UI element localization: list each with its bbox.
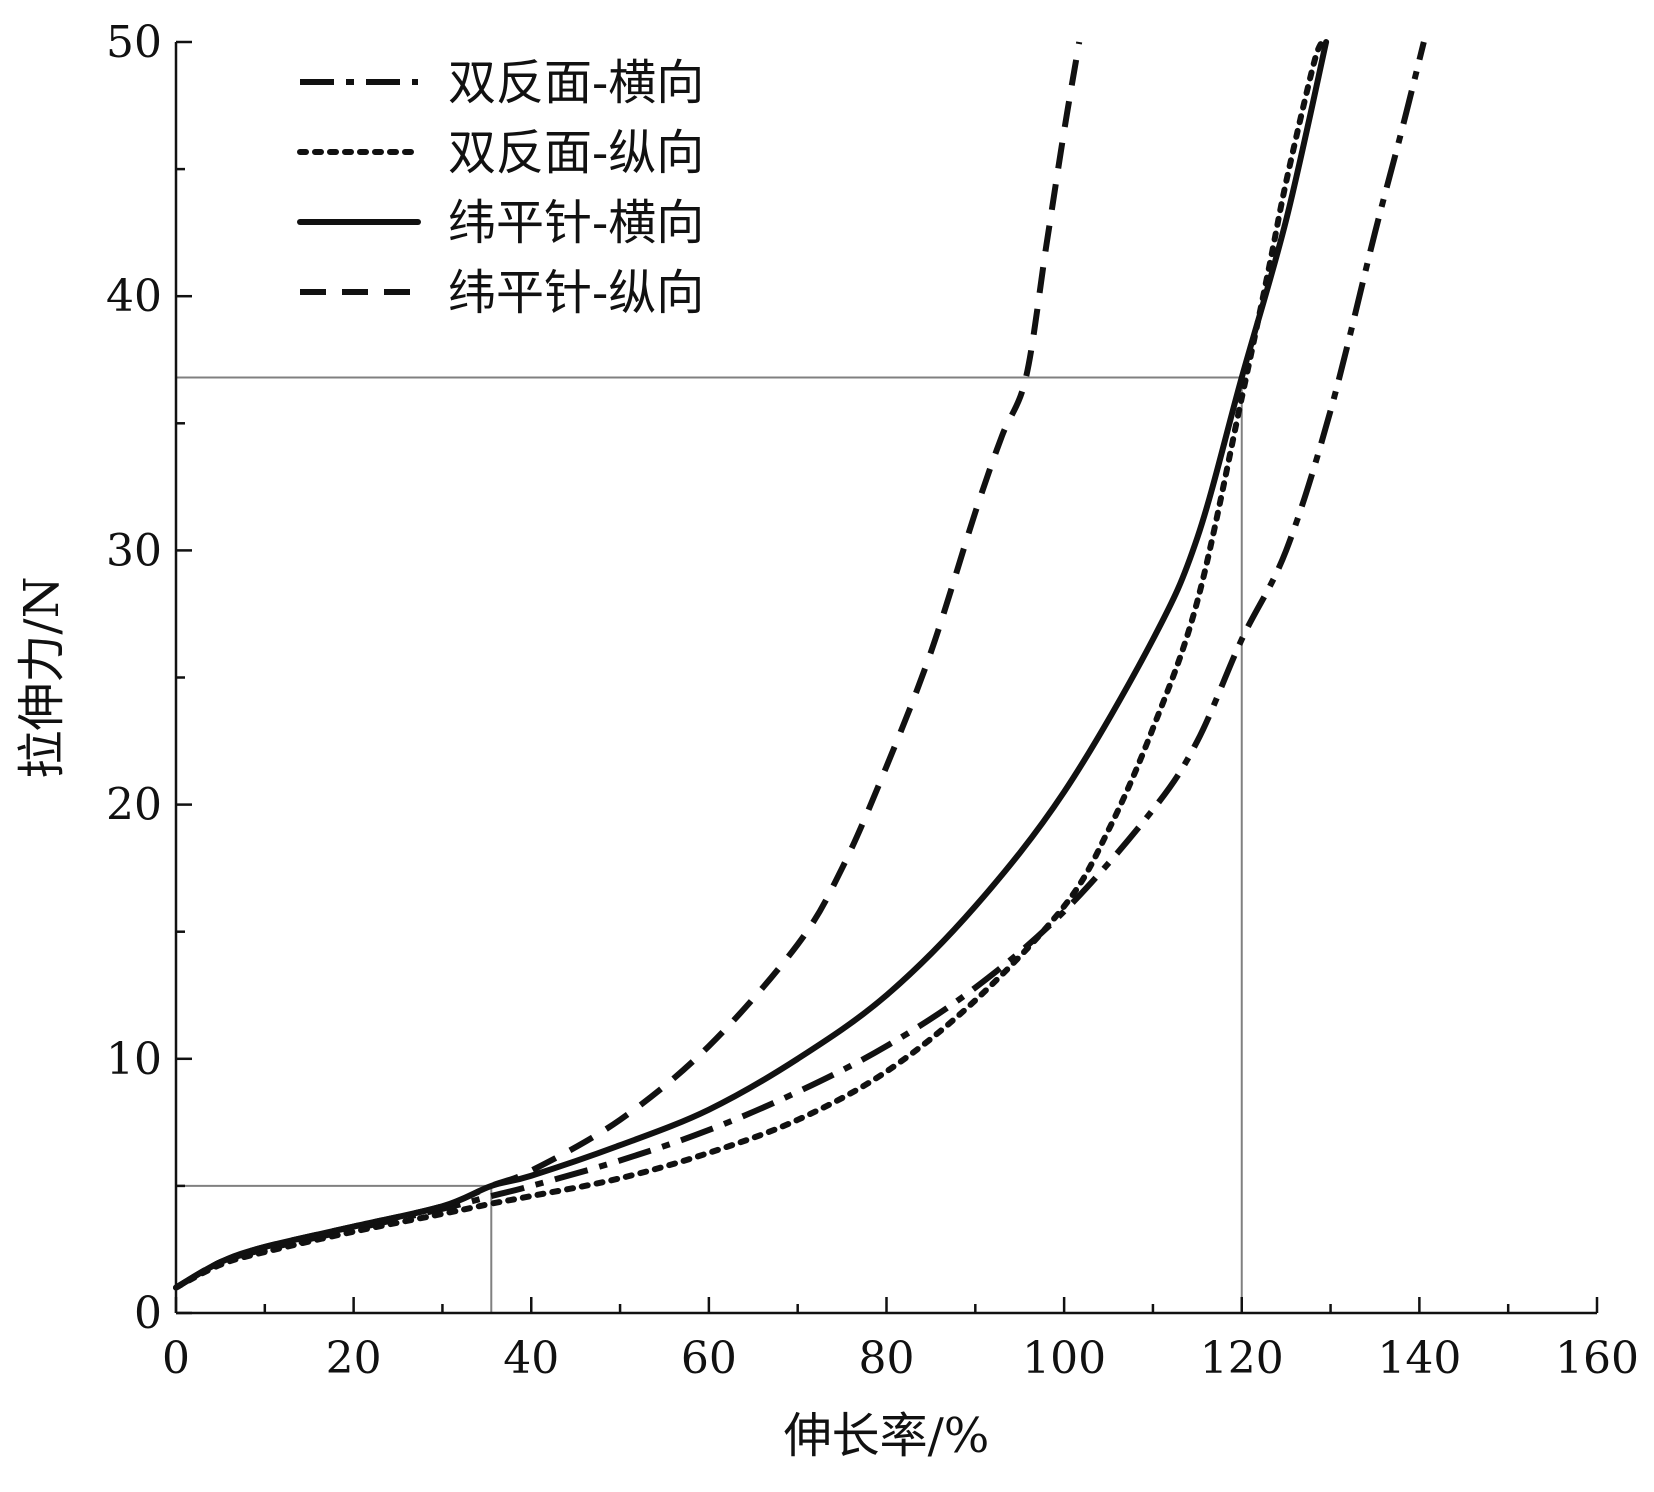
y-tick-label: 10 bbox=[106, 1034, 162, 1085]
y-tick-label: 30 bbox=[106, 525, 162, 576]
series-line-2 bbox=[173, 39, 1325, 1291]
y-tick-label: 20 bbox=[106, 780, 162, 831]
x-tick-label: 60 bbox=[681, 1333, 737, 1384]
x-tick-label: 80 bbox=[859, 1333, 915, 1384]
x-tick-label: 20 bbox=[326, 1333, 382, 1384]
x-tick-label: 120 bbox=[1200, 1333, 1284, 1384]
x-axis-title: 伸长率/% bbox=[784, 1408, 990, 1464]
reference-lines bbox=[176, 376, 1243, 1313]
y-axis-title: 拉伸力/N bbox=[14, 576, 70, 778]
x-tick-label: 160 bbox=[1555, 1333, 1639, 1384]
axis-ticks: 0 20 40 60 80 100 120 140 160 0 10 20 30 40 50 bbox=[106, 17, 1639, 1384]
legend-item: 纬平针-纵向 bbox=[300, 265, 704, 321]
y-tick-label: 50 bbox=[106, 17, 162, 68]
y-tick-label: 0 bbox=[134, 1288, 162, 1339]
x-tick-label: 0 bbox=[162, 1333, 190, 1384]
x-tick-label: 140 bbox=[1377, 1333, 1461, 1384]
legend-item: 双反面-横向 bbox=[300, 55, 704, 111]
legend-label: 双反面-纵向 bbox=[448, 125, 704, 181]
x-tick-label: 100 bbox=[1022, 1333, 1106, 1384]
series-line-3 bbox=[173, 39, 1330, 1291]
legend-label: 纬平针-横向 bbox=[448, 195, 704, 251]
legend-item: 纬平针-横向 bbox=[297, 195, 704, 251]
legend-item: 双反面-纵向 bbox=[297, 125, 704, 181]
series-lines bbox=[173, 39, 1427, 1291]
axes bbox=[174, 42, 1597, 1315]
legend-label: 双反面-横向 bbox=[448, 55, 704, 111]
series-line-4 bbox=[174, 41, 1083, 1291]
x-tick-label: 40 bbox=[503, 1333, 559, 1384]
legend-label: 纬平针-纵向 bbox=[448, 265, 704, 321]
series-line-1 bbox=[174, 41, 1427, 1291]
y-tick-label: 40 bbox=[106, 271, 162, 322]
